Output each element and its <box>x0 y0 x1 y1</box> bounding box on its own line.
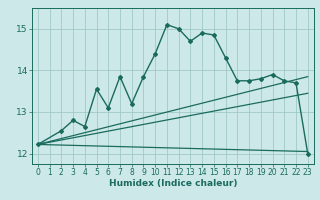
X-axis label: Humidex (Indice chaleur): Humidex (Indice chaleur) <box>108 179 237 188</box>
